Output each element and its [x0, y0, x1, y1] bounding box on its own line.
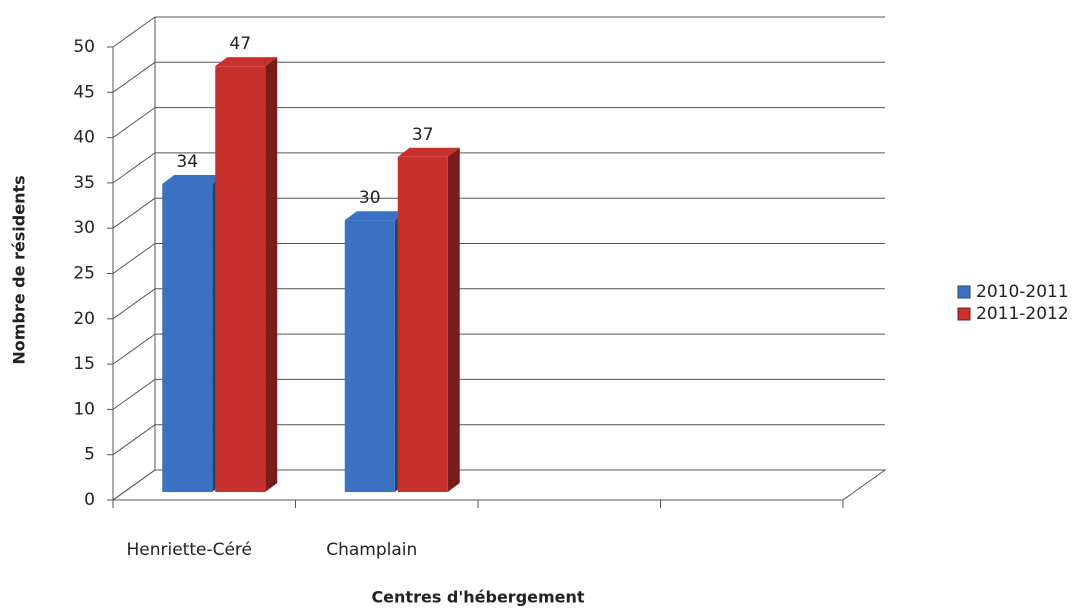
y-tick-label: 10: [73, 399, 95, 419]
legend-swatch: [957, 307, 971, 321]
grid-line: [112, 61, 156, 93]
legend-label: 2011-2012: [976, 304, 1069, 324]
bar-side: [265, 57, 278, 493]
y-tick-label: 50: [73, 37, 95, 57]
y-axis-title: Nombre de résidents: [10, 175, 29, 364]
y-tick-label: 45: [73, 82, 95, 102]
y-tick-label: 25: [73, 264, 95, 284]
grid-line: [112, 288, 156, 320]
y-tick-label: 0: [84, 490, 95, 510]
value-label: 37: [412, 125, 434, 145]
bar-top: [215, 57, 278, 67]
bar-top: [397, 147, 460, 157]
grid-line: [112, 333, 156, 365]
grid-line: [112, 469, 156, 501]
grid-line: [112, 107, 156, 139]
bar: [215, 66, 266, 493]
value-label: 47: [229, 34, 251, 54]
grid-line: [112, 16, 156, 48]
y-tick-label: 20: [73, 309, 95, 329]
legend-label: 2010-2011: [976, 282, 1069, 302]
grid-line: [112, 152, 156, 184]
y-tick-label: 5: [84, 445, 95, 465]
y-tick-label: 35: [73, 173, 95, 193]
y-tick-label: 40: [73, 128, 95, 148]
bar: [344, 220, 395, 492]
x-tick-label: Champlain: [326, 540, 417, 560]
grid-line: [112, 197, 156, 229]
bar-side: [447, 147, 460, 492]
value-label: 34: [176, 152, 198, 172]
bar-top: [162, 174, 225, 184]
legend-swatch: [957, 285, 971, 299]
bar: [397, 156, 448, 492]
y-tick-label: 30: [73, 218, 95, 238]
y-tick-label: 15: [73, 354, 95, 374]
bar-top: [344, 211, 407, 221]
grid-line: [112, 378, 156, 410]
x-axis-title: Centres d'hébergement: [371, 588, 584, 607]
bar: [162, 183, 213, 492]
value-label: 30: [359, 188, 381, 208]
grid-line: [112, 424, 156, 456]
grid-line: [112, 243, 156, 274]
x-tick-label: Henriette-Céré: [126, 540, 252, 560]
